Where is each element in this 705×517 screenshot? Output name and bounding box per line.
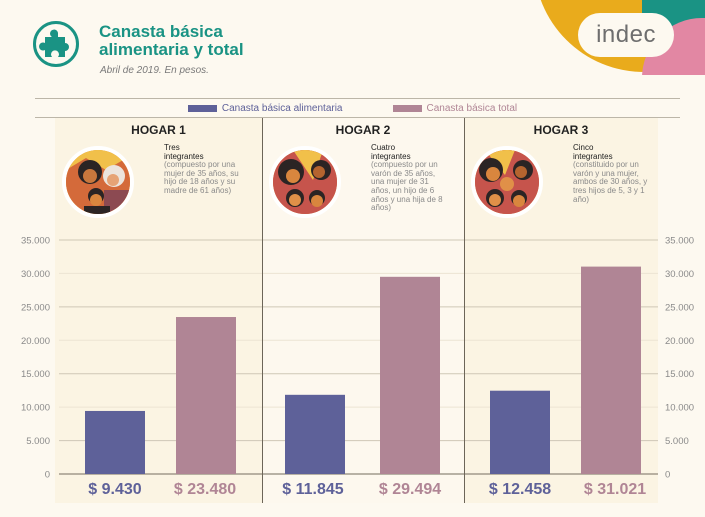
y-tick-label-right: 5.000 xyxy=(665,436,689,447)
value-label-hogar-3-total: $ 31.021 xyxy=(583,481,647,498)
hogar-2-heading-1: Cuatro xyxy=(371,143,396,152)
legend-swatch xyxy=(392,105,422,112)
family-icon xyxy=(475,150,539,214)
bar-alimentaria-hogar-1 xyxy=(85,410,145,474)
hogar-1-description: Tres integrantes (compuesto por una muje… xyxy=(164,143,242,196)
y-tick-label-left: 30.000 xyxy=(21,269,50,280)
value-label-hogar-1-total: $ 23.480 xyxy=(173,481,237,498)
legend-divider xyxy=(35,117,680,118)
chart-legend: Canasta básica alimentaria Canasta básic… xyxy=(0,103,705,114)
title-line-2: alimentaria y total xyxy=(99,40,244,59)
y-tick-label-right: 20.000 xyxy=(665,336,694,347)
hogar-3-detail: (constituido por un varón y una mujer, a… xyxy=(573,160,648,204)
legend-item-total: Canasta básica total xyxy=(392,103,518,114)
y-tick-label-right: 25.000 xyxy=(665,302,694,313)
y-tick-label-right: 30.000 xyxy=(665,269,694,280)
y-tick-label-left: 20.000 xyxy=(21,336,50,347)
y-tick-label-right: 35.000 xyxy=(665,236,694,247)
value-label-hogar-2-alimentaria: $ 11.845 xyxy=(282,481,344,498)
top-divider xyxy=(35,98,680,99)
hogar-3-description: Cinco integrantes (constituido por un va… xyxy=(573,143,651,204)
panel-divider xyxy=(262,118,263,503)
y-tick-label-left: 0 xyxy=(45,470,50,481)
hogar-3-heading-1: Cinco xyxy=(573,143,594,152)
y-tick-label-right: 0 xyxy=(665,470,670,481)
page-subtitle: Abril de 2019. En pesos. xyxy=(100,65,209,76)
title-line-1: Canasta básica xyxy=(99,22,223,41)
page-title: Canasta básica alimentaria y total xyxy=(99,23,244,59)
hogar-1-heading-2: integrantes xyxy=(164,151,204,161)
section-icon-badge xyxy=(33,21,79,67)
puzzle-piece-icon xyxy=(39,29,69,57)
hogar-3-title: HOGAR 3 xyxy=(533,123,589,137)
family-illustration-hogar-1 xyxy=(62,146,134,218)
value-label-hogar-2-total: $ 29.494 xyxy=(378,481,442,498)
hogar-2-detail: (compuesto por un varón de 35 años, una … xyxy=(371,160,443,213)
y-tick-label-left: 5.000 xyxy=(26,436,50,447)
hogar-2-description: Cuatro integrantes (compuesto por un var… xyxy=(371,143,449,213)
family-illustration-hogar-3 xyxy=(471,146,543,218)
bar-alimentaria-hogar-3 xyxy=(490,390,550,474)
hogar-1-title: HOGAR 1 xyxy=(131,123,186,137)
brand-logo: indec xyxy=(530,0,705,75)
panel-divider xyxy=(464,118,465,503)
value-label-hogar-1-alimentaria: $ 9.430 xyxy=(88,481,142,498)
bar-total-hogar-2 xyxy=(380,276,440,474)
y-tick-label-left: 35.000 xyxy=(21,236,50,247)
y-tick-label-right: 10.000 xyxy=(665,403,694,414)
hogar-3-heading-2: integrantes xyxy=(573,151,613,161)
hogar-1-detail: (compuesto por una mujer de 35 años, su … xyxy=(164,160,239,195)
y-tick-label-left: 25.000 xyxy=(21,302,50,313)
value-label-hogar-3-alimentaria: $ 12.458 xyxy=(488,481,552,498)
y-tick-label-right: 15.000 xyxy=(665,369,694,380)
legend-label: Canasta básica total xyxy=(426,103,518,114)
y-tick-label-left: 15.000 xyxy=(21,369,50,380)
hogar-1-heading-1: Tres xyxy=(164,143,180,152)
bar-total-hogar-1 xyxy=(176,317,236,474)
family-icon xyxy=(66,150,130,214)
legend-item-alimentaria: Canasta básica alimentaria xyxy=(187,103,343,114)
family-illustration-hogar-2 xyxy=(269,146,341,218)
brand-name: indec xyxy=(578,13,674,57)
legend-swatch xyxy=(187,105,217,112)
bar-total-hogar-3 xyxy=(581,266,641,474)
family-icon xyxy=(273,150,337,214)
hogar-2-heading-2: integrantes xyxy=(371,151,411,161)
hogar-2-title: HOGAR 2 xyxy=(335,123,391,137)
bar-alimentaria-hogar-2 xyxy=(285,394,345,474)
y-tick-label-left: 10.000 xyxy=(21,403,50,414)
legend-label: Canasta básica alimentaria xyxy=(221,103,343,114)
